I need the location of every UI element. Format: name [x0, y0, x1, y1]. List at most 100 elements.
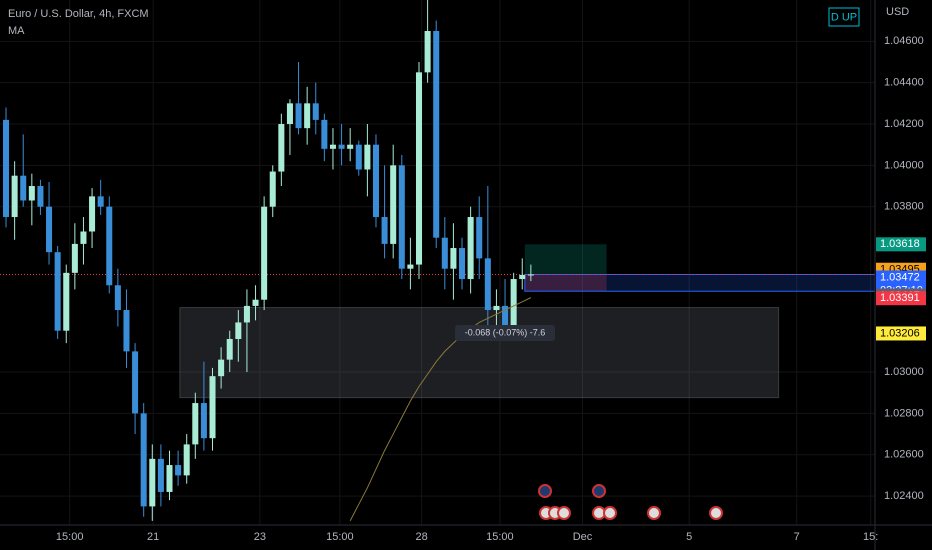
y-tick-label: 1.04000 [884, 159, 924, 171]
candle-body [502, 305, 509, 327]
candle-body [80, 231, 87, 244]
position-stop [524, 274, 607, 292]
candle-body [209, 376, 216, 439]
candle-body [329, 144, 336, 149]
d-up-button-frame[interactable] [828, 7, 860, 27]
candle-body [3, 119, 10, 218]
candle-body [527, 274, 534, 276]
x-tick-label: 7 [794, 531, 800, 543]
candle-body [46, 206, 53, 253]
candle-body [200, 403, 207, 439]
y-tick-label: 1.04600 [884, 35, 924, 47]
candle-body [450, 248, 457, 269]
candle-body [20, 175, 27, 201]
candle-body [149, 458, 156, 507]
candle-body [441, 237, 448, 269]
candle-body [295, 103, 302, 129]
x-tick-label: 15:00 [326, 531, 354, 543]
candle-body [11, 175, 18, 218]
candle-body [114, 285, 121, 311]
price-label: 1.03206 [880, 327, 920, 339]
currency-label: USD [886, 6, 909, 18]
price-label: 1.03618 [880, 238, 920, 250]
candle-body [459, 248, 466, 280]
measure-label: -0.068 (-0.07%) -7.6 [465, 327, 546, 337]
candle-body [493, 305, 500, 311]
candle-body [140, 413, 147, 507]
candle-body [157, 458, 164, 492]
y-tick-label: 1.04200 [884, 118, 924, 130]
y-tick-label: 1.02800 [884, 407, 924, 419]
candle-body [372, 144, 379, 218]
price-label-box [876, 291, 926, 306]
position-target [524, 244, 607, 275]
d-up-button[interactable]: D UP [831, 11, 857, 23]
event-icons [538, 484, 723, 520]
event-icon[interactable] [603, 506, 617, 520]
candle-body [415, 72, 423, 265]
price-label: 1.03472 [880, 271, 920, 283]
candle-body [192, 403, 199, 445]
price-label: 1.03391 [880, 292, 920, 304]
candle-body [519, 274, 526, 280]
event-icon[interactable] [592, 484, 606, 498]
x-tick-label: 15:00 [486, 531, 514, 543]
measure-box [455, 325, 556, 342]
candle-body [166, 465, 173, 492]
x-tick-label: 23 [254, 531, 266, 543]
candle-body [355, 144, 362, 170]
candle-body [424, 31, 431, 73]
candle-body [390, 165, 397, 244]
candle-body [467, 217, 474, 280]
candle-body [398, 165, 405, 269]
indicator-label: MA [8, 25, 25, 37]
candle-body [278, 124, 285, 172]
candle-body [364, 144, 371, 170]
candle-body [123, 310, 130, 352]
candle-body [261, 206, 268, 300]
x-tick-label: 15:00 [56, 531, 84, 543]
candle-body [132, 351, 139, 414]
event-icon[interactable] [538, 484, 552, 498]
candle-body [175, 465, 182, 476]
event-icon[interactable] [557, 506, 571, 520]
candle-body [338, 144, 345, 149]
price-label-box [876, 326, 926, 341]
candle-body [183, 444, 190, 476]
y-tick-label: 1.02600 [884, 449, 924, 461]
candle-body [235, 322, 242, 339]
zone-rectangle [179, 307, 780, 399]
candle-body [63, 272, 70, 331]
candle-body [89, 196, 96, 232]
ma-line [349, 297, 532, 522]
candle-body [243, 305, 250, 323]
y-tick-label: 1.03800 [884, 201, 924, 213]
candle-body [269, 171, 276, 207]
x-tick-label: Dec [573, 531, 593, 543]
position-range-band [524, 273, 876, 292]
candle-body [37, 186, 44, 207]
event-icon[interactable] [709, 506, 723, 520]
candle-body [381, 217, 388, 244]
candle-body [433, 31, 440, 238]
candle-body [54, 252, 61, 331]
candle-body [252, 299, 259, 306]
event-icon[interactable] [647, 506, 661, 520]
candle-body [510, 279, 517, 327]
candle-body [484, 258, 491, 311]
price-label-box [876, 237, 926, 252]
x-tick-label: 5 [686, 531, 692, 543]
candle-body [71, 243, 78, 273]
candle-body [106, 206, 113, 286]
drawing-layer: -0.068 (-0.07%) -7.6 [0, 0, 876, 522]
candle-body [304, 103, 311, 129]
candle-body [28, 186, 35, 201]
y-tick-label: 1.02400 [884, 490, 924, 502]
chart-title: Euro / U.S. Dollar, 4h, FXCM [8, 8, 149, 20]
candle-body [476, 217, 483, 259]
candle-body [312, 103, 319, 120]
candle-body [321, 119, 328, 149]
candle-body [407, 264, 414, 269]
